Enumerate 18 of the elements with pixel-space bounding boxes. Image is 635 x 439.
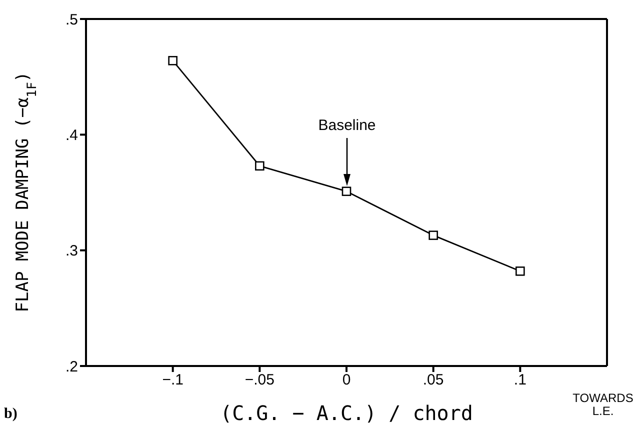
text: TOWARDS L.E. [572,391,634,418]
x-tick-label: −.1 [162,372,184,389]
x-tick-label: −.05 [244,372,274,389]
x-tick-label: .05 [422,372,444,389]
x-tick-label: 0 [342,372,351,389]
y-tick-label: .3 [65,242,78,260]
point [255,161,264,171]
y-tick-label: .5 [65,11,78,28]
x-tick-label: .1 [514,372,526,389]
point [428,230,438,240]
x-axis-title: (C.G. − A.C.) / chord [220,401,473,425]
point [342,186,352,196]
text: b) [4,406,18,423]
annotation: Baseline [318,117,376,134]
point [168,56,178,66]
y-tick-label: .4 [65,126,78,144]
y-tick-label: .2 [65,358,78,376]
point [516,266,525,276]
